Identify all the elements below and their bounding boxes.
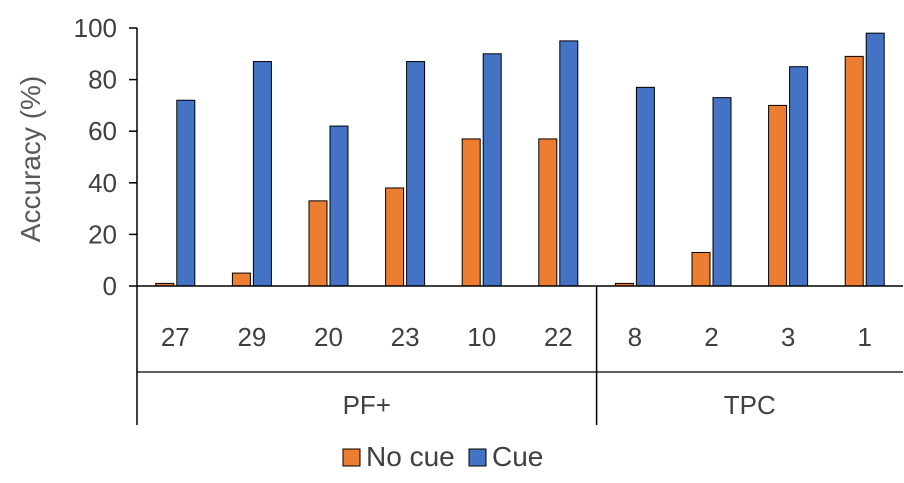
bar-cue-10 — [482, 53, 502, 287]
y-tick-label: 0 — [103, 271, 117, 301]
bar-no-cue-10 — [461, 138, 481, 287]
bar-cue-8 — [635, 86, 655, 287]
x-tick-label: 20 — [314, 322, 343, 352]
legend-swatch-cue — [468, 448, 487, 467]
bar-no-cue-22 — [538, 138, 558, 287]
bar-no-cue-20 — [308, 200, 328, 287]
x-tick-label: 8 — [628, 322, 642, 352]
bar-cue-3 — [789, 66, 809, 287]
x-tick-label: 23 — [391, 322, 420, 352]
y-tick-label: 100 — [74, 13, 117, 43]
bar-no-cue-23 — [385, 187, 405, 287]
bars — [155, 32, 885, 287]
bar-cue-29 — [252, 61, 272, 287]
group-label: TPC — [724, 390, 776, 420]
legend-label: Cue — [492, 441, 543, 472]
y-axis-ticks: 0 20 40 60 80 100 — [74, 13, 138, 301]
bar-no-cue-3 — [768, 104, 788, 287]
y-tick-label: 60 — [88, 116, 117, 146]
legend: No cue Cue — [342, 441, 543, 472]
x-tick-label: 29 — [237, 322, 266, 352]
y-axis-title: Accuracy (%) — [15, 76, 46, 242]
y-tick-label: 20 — [88, 219, 117, 249]
bar-cue-1 — [865, 32, 885, 287]
x-tick-label: 22 — [544, 322, 573, 352]
bar-no-cue-2 — [691, 251, 711, 287]
x-tick-label: 1 — [857, 322, 871, 352]
bar-no-cue-1 — [844, 55, 864, 287]
y-tick-label: 80 — [88, 65, 117, 95]
group-label: PF+ — [343, 390, 391, 420]
legend-label: No cue — [366, 441, 455, 472]
x-tick-label: 10 — [467, 322, 496, 352]
bar-cue-2 — [712, 97, 732, 287]
x-tick-label: 27 — [161, 322, 190, 352]
x-tick-label: 2 — [704, 322, 718, 352]
bar-cue-22 — [559, 40, 579, 287]
x-tick-label: 3 — [781, 322, 795, 352]
y-tick-label: 40 — [88, 168, 117, 198]
x-axis: 27 29 20 23 10 22 8 2 3 1PF+ TPC — [136, 285, 903, 425]
bar-cue-23 — [406, 61, 426, 287]
bar-no-cue-29 — [231, 272, 251, 287]
legend-swatch-no-cue — [342, 448, 361, 467]
bar-cue-20 — [329, 125, 349, 287]
bar-cue-27 — [176, 99, 196, 287]
